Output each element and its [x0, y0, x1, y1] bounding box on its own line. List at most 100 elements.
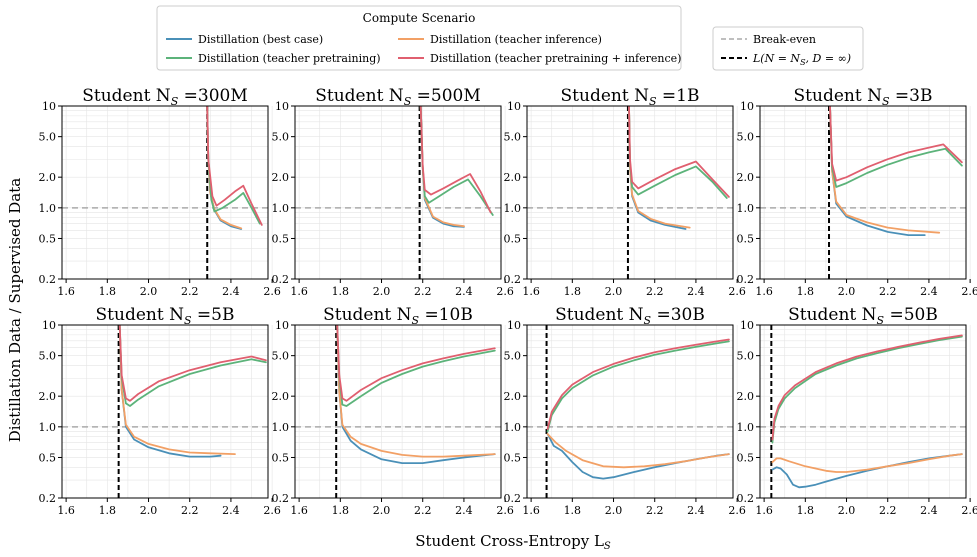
x-tick-label: 2.2	[646, 504, 664, 517]
legend-reference-lines: Break-even L(N = NS, D = ∞)	[712, 26, 864, 71]
panel-6: 0.2 0.5 1.0 2.0 5.0 10 1.6 1.8 2.0 2.2 2.4 2.6 Stude…	[504, 305, 746, 517]
panel-frame	[294, 105, 502, 280]
series-teacher-pretraining	[628, 106, 728, 199]
series-teacher-inference	[336, 325, 496, 458]
y-tick-label: 5.0	[737, 350, 755, 363]
y-tick-label: 10	[42, 100, 56, 113]
panel-3: 0.2 0.5 1.0 2.0 5.0 10 1.6 1.8 2.0 2.2 2.4 2.6 Stude…	[737, 86, 977, 298]
panel-frame	[61, 324, 269, 499]
series-pretraining-inference	[419, 106, 492, 214]
x-tick-label: 1.8	[564, 285, 582, 298]
panel-title: Student NS =30B	[555, 305, 705, 327]
y-tick-label: 0.5	[39, 232, 57, 245]
series-pretraining-inference	[206, 106, 263, 226]
legend-label-teacher-pretraining: Distillation (teacher pretraining)	[198, 52, 381, 65]
x-tick-label: 2.6	[263, 504, 281, 517]
x-tick-label: 2.2	[181, 285, 199, 298]
panel-frame	[759, 324, 967, 499]
legend-label-break-even: Break-even	[753, 33, 816, 46]
x-tick-label: 1.6	[290, 504, 308, 517]
x-tick-label: 2.0	[605, 504, 623, 517]
panel-5: 0.2 0.5 1.0 2.0 5.0 10 1.6 1.8 2.0 2.2 2.4 2.6 Stude…	[272, 305, 514, 517]
x-tick-label: 2.2	[181, 504, 199, 517]
y-tick-label: 2.0	[737, 390, 755, 403]
x-tick-label: 2.4	[455, 285, 473, 298]
x-tick-label: 1.6	[57, 285, 75, 298]
y-tick-label: 0.2	[504, 273, 522, 286]
x-tick-label: 2.4	[920, 504, 938, 517]
panel-frame	[526, 105, 734, 280]
y-tick-label: 5.0	[504, 350, 522, 363]
x-tick-label: 1.6	[522, 504, 540, 517]
panel-1: 0.2 0.5 1.0 2.0 5.0 10 1.6 1.8 2.0 2.2 2.4 2.6 Stude…	[272, 86, 514, 298]
x-tick-label: 1.8	[332, 504, 350, 517]
legend-item-pretraining-inference: Distillation (teacher pretraining + infe…	[398, 52, 681, 65]
x-tick-label: 2.6	[961, 285, 977, 298]
legend-label-teacher-inference: Distillation (teacher inference)	[430, 33, 602, 46]
series-teacher-pretraining	[829, 106, 963, 188]
x-tick-label: 2.0	[838, 504, 856, 517]
x-tick-label: 1.6	[755, 504, 773, 517]
x-tick-label: 2.2	[414, 504, 432, 517]
y-tick-label: 0.2	[39, 492, 57, 505]
series-pretraining-inference	[546, 338, 730, 430]
x-tick-label: 2.4	[687, 504, 705, 517]
y-tick-label: 1.0	[39, 202, 57, 215]
y-tick-label: 10	[42, 319, 56, 332]
x-tick-label: 2.2	[414, 285, 432, 298]
y-tick-label: 0.5	[737, 451, 755, 464]
x-tick-label: 1.8	[99, 285, 117, 298]
series-teacher-pretraining	[546, 340, 730, 433]
panel-2: 0.2 0.5 1.0 2.0 5.0 10 1.6 1.8 2.0 2.2 2.4 2.6 Stude…	[504, 86, 746, 298]
x-tick-label: 2.0	[140, 504, 158, 517]
panel-frame	[61, 105, 269, 280]
y-tick-label: 2.0	[737, 171, 755, 184]
panel-frame	[294, 324, 502, 499]
x-tick-label: 2.0	[373, 504, 391, 517]
panel-title: Student NS =300M	[82, 86, 248, 108]
y-tick-label: 1.0	[504, 202, 522, 215]
series-best-case	[419, 106, 465, 228]
y-tick-label: 1.0	[737, 202, 755, 215]
x-tick-label: 1.8	[564, 504, 582, 517]
x-tick-label: 2.6	[961, 504, 977, 517]
panel-title: Student NS =5B	[96, 305, 235, 327]
x-tick-label: 1.8	[797, 285, 815, 298]
series-pretraining-inference	[336, 325, 496, 402]
y-tick-label: 0.2	[504, 492, 522, 505]
x-tick-label: 1.6	[57, 504, 75, 517]
panel-7: 0.2 0.5 1.0 2.0 5.0 10 1.6 1.8 2.0 2.2 2.4 2.6 Stude…	[737, 305, 977, 517]
y-tick-label: 0.2	[39, 273, 57, 286]
series-teacher-inference	[206, 106, 243, 230]
x-tick-label: 1.8	[332, 285, 350, 298]
x-tick-label: 2.6	[728, 285, 746, 298]
y-tick-label: 5.0	[39, 131, 57, 144]
y-tick-label: 0.5	[504, 232, 522, 245]
y-tick-label: 0.5	[272, 232, 290, 245]
y-tick-label: 2.0	[272, 390, 290, 403]
y-tick-label: 0.2	[272, 492, 290, 505]
x-tick-label: 2.2	[646, 285, 664, 298]
series-teacher-pretraining	[419, 106, 494, 216]
legend-label-best-case: Distillation (best case)	[198, 33, 323, 46]
y-tick-label: 0.2	[737, 492, 755, 505]
panel-title: Student NS =500M	[315, 86, 481, 108]
x-tick-label: 1.8	[797, 504, 815, 517]
y-tick-label: 1.0	[737, 421, 755, 434]
x-tick-label: 2.6	[263, 285, 281, 298]
series-teacher-inference	[546, 433, 730, 469]
panel-title: Student NS =10B	[323, 305, 473, 327]
y-tick-label: 10	[275, 319, 289, 332]
x-tick-label: 2.2	[879, 285, 897, 298]
y-tick-label: 0.2	[737, 273, 755, 286]
y-axis-label: Distillation Data / Supervised Data	[6, 178, 24, 442]
y-tick-label: 5.0	[504, 131, 522, 144]
panel-0: 0.2 0.5 1.0 2.0 5.0 10 1.6 1.8 2.0 2.2 2.4 2.6 Stude…	[39, 86, 281, 298]
series-teacher-inference	[118, 325, 236, 455]
y-tick-label: 5.0	[272, 131, 290, 144]
y-tick-label: 2.0	[504, 171, 522, 184]
y-tick-label: 0.5	[272, 451, 290, 464]
legend-item-teacher-inference: Distillation (teacher inference)	[398, 33, 602, 46]
y-tick-label: 1.0	[504, 421, 522, 434]
legend-item-teacher-pretraining: Distillation (teacher pretraining)	[166, 52, 381, 65]
